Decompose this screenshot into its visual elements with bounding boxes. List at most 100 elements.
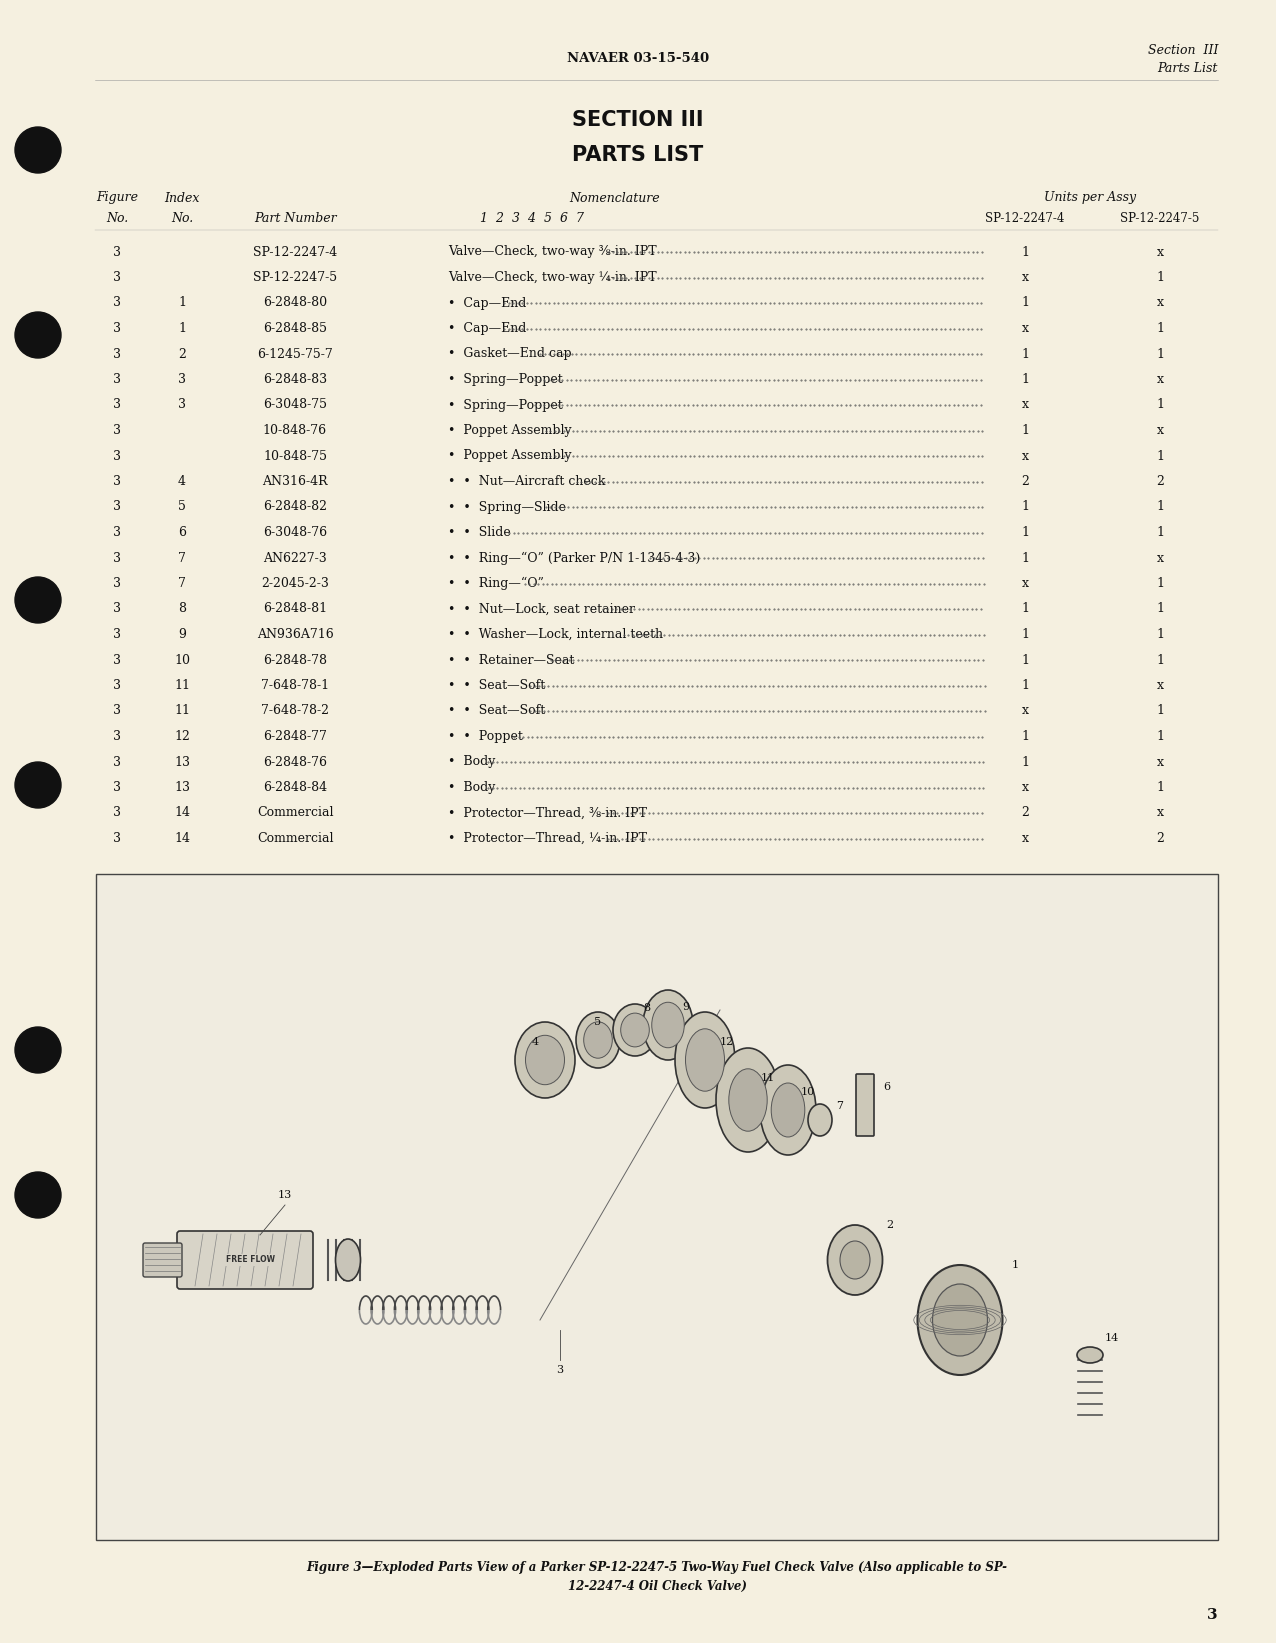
Text: •  Body: • Body [448,756,495,769]
Text: 7: 7 [179,552,186,565]
Text: 6-3048-75: 6-3048-75 [263,399,327,411]
Text: 4: 4 [531,1037,538,1047]
Text: 2: 2 [1021,475,1028,488]
Text: x: x [1156,296,1164,309]
Text: 6-2848-81: 6-2848-81 [263,603,327,616]
Text: 1: 1 [1021,679,1028,692]
Text: AN6227-3: AN6227-3 [263,552,327,565]
Text: x: x [1022,780,1028,794]
Ellipse shape [917,1265,1003,1375]
Text: •  •  Poppet: • • Poppet [448,729,523,743]
Text: 10-848-75: 10-848-75 [263,450,327,462]
Text: •  •  Nut—Lock, seat retainer: • • Nut—Lock, seat retainer [448,603,635,616]
Text: Valve—Check, two-way ⅜-in. IPT: Valve—Check, two-way ⅜-in. IPT [448,245,657,258]
Text: Units per Assy: Units per Assy [1044,192,1136,204]
Ellipse shape [808,1104,832,1135]
Text: •  Poppet Assembly: • Poppet Assembly [448,450,572,462]
Text: Section  III: Section III [1147,43,1219,56]
Ellipse shape [612,1004,657,1056]
Text: 1: 1 [177,322,186,335]
Text: SP-12-2247-4: SP-12-2247-4 [985,212,1064,225]
Text: x: x [1156,373,1164,386]
Text: 6: 6 [883,1083,891,1093]
Text: 1: 1 [1021,628,1028,641]
Text: No.: No. [171,212,193,225]
Text: 3: 3 [114,399,121,411]
Text: x: x [1156,245,1164,258]
Text: •  •  Slide: • • Slide [448,526,510,539]
Text: 1: 1 [1156,501,1164,514]
Text: 6-2848-80: 6-2848-80 [263,296,327,309]
Text: x: x [1156,424,1164,437]
Text: NAVAER 03-15-540: NAVAER 03-15-540 [567,51,709,64]
Text: 3: 3 [114,603,121,616]
Ellipse shape [675,1012,735,1107]
Text: 5: 5 [179,501,186,514]
Text: Part Number: Part Number [254,212,337,225]
Text: 1: 1 [1021,729,1028,743]
Text: 6-2848-77: 6-2848-77 [263,729,327,743]
Ellipse shape [828,1226,883,1295]
Text: 10: 10 [174,654,190,667]
Circle shape [15,577,61,623]
Text: 6-3048-76: 6-3048-76 [263,526,327,539]
Text: 3: 3 [114,450,121,462]
Text: 3: 3 [114,322,121,335]
Text: 3: 3 [114,780,121,794]
Text: 2-2045-2-3: 2-2045-2-3 [262,577,329,590]
Text: 3: 3 [1207,1608,1219,1622]
Text: 10: 10 [801,1088,815,1098]
Text: x: x [1022,705,1028,718]
Text: 11: 11 [760,1073,775,1083]
Text: 1: 1 [1021,296,1028,309]
Text: PARTS LIST: PARTS LIST [573,145,703,164]
Circle shape [15,762,61,808]
Circle shape [15,127,61,173]
Ellipse shape [840,1240,870,1278]
Text: 13: 13 [174,756,190,769]
Text: 9: 9 [683,1002,689,1012]
Text: 3: 3 [114,245,121,258]
Text: •  Protector—Thread, ⅜-in. IPT: • Protector—Thread, ⅜-in. IPT [448,807,647,820]
Text: 1: 1 [1156,271,1164,284]
Text: •  •  Seat—Soft: • • Seat—Soft [448,705,545,718]
Text: 6-2848-78: 6-2848-78 [263,654,327,667]
Text: 7-648-78-1: 7-648-78-1 [260,679,329,692]
Text: 1: 1 [1156,399,1164,411]
Ellipse shape [336,1239,361,1282]
Text: 1: 1 [1156,628,1164,641]
Text: FREE FLOW: FREE FLOW [226,1255,274,1265]
Circle shape [15,312,61,358]
Text: 2: 2 [1156,475,1164,488]
Text: 1: 1 [1156,705,1164,718]
Ellipse shape [760,1065,815,1155]
Text: 4: 4 [177,475,186,488]
Text: 3: 3 [114,831,121,845]
Ellipse shape [583,1022,612,1058]
Text: 1: 1 [1156,729,1164,743]
Text: 6-2848-85: 6-2848-85 [263,322,327,335]
Text: 6: 6 [177,526,186,539]
Text: AN316-4R: AN316-4R [262,475,328,488]
Text: 3: 3 [114,628,121,641]
Text: 2: 2 [1156,831,1164,845]
Ellipse shape [526,1035,564,1084]
Text: 1: 1 [1021,526,1028,539]
Text: 3: 3 [114,679,121,692]
Text: 7: 7 [837,1101,843,1111]
Text: 3: 3 [114,552,121,565]
Text: Figure 3—Exploded Parts View of a Parker SP-12-2247-5 Two-Way Fuel Check Valve (: Figure 3—Exploded Parts View of a Parker… [306,1561,1008,1574]
Text: •  Body: • Body [448,780,495,794]
Text: 1: 1 [1156,322,1164,335]
FancyBboxPatch shape [143,1244,182,1277]
Text: 14: 14 [174,807,190,820]
Text: 1: 1 [1156,654,1164,667]
Text: 1: 1 [1156,603,1164,616]
Text: 2: 2 [179,348,186,360]
Ellipse shape [643,991,693,1060]
Text: 8: 8 [177,603,186,616]
Text: SP-12-2247-4: SP-12-2247-4 [253,245,337,258]
Text: Nomenclature: Nomenclature [569,192,660,204]
Text: 3: 3 [114,729,121,743]
Text: 6-1245-75-7: 6-1245-75-7 [258,348,333,360]
